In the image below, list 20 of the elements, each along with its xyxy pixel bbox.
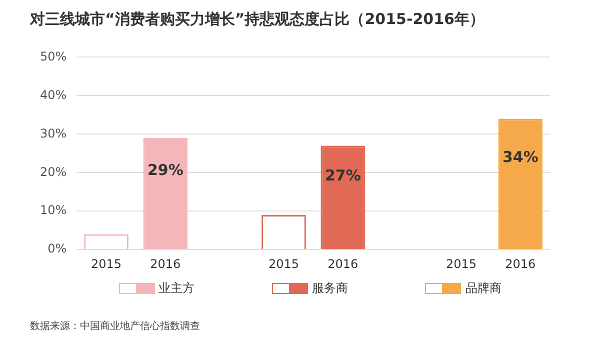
x-tick-label: 2015: [446, 256, 477, 271]
chart-title: 对三线城市“消费者购买力增长”持悲观态度占比（2015-2016年）: [28, 9, 486, 30]
x-tick-label: 2015: [90, 256, 122, 271]
y-tick-label: 0%: [48, 242, 67, 256]
source-note: 数据来源：中国商业地产信心指数调查: [30, 320, 201, 333]
legend-label: 业主方: [158, 280, 195, 297]
x-tick-label: 2016: [150, 256, 181, 271]
x-tick-label: 2016: [505, 256, 536, 271]
x-tick-label: 2016: [328, 256, 358, 271]
y-tick-label: 20%: [40, 164, 67, 179]
data-label: 34%: [502, 148, 538, 166]
data-label: 27%: [324, 166, 361, 185]
y-tick-label: 10%: [40, 203, 67, 218]
y-tick-label: 30%: [40, 126, 67, 140]
y-tick-label: 50%: [40, 49, 67, 64]
x-tick-label: 2015: [268, 256, 300, 271]
y-tick-label: 40%: [40, 88, 67, 102]
legend-label: 服务商: [312, 280, 348, 297]
legend-label: 品牌商: [465, 280, 502, 297]
data-label: 29%: [147, 161, 184, 180]
